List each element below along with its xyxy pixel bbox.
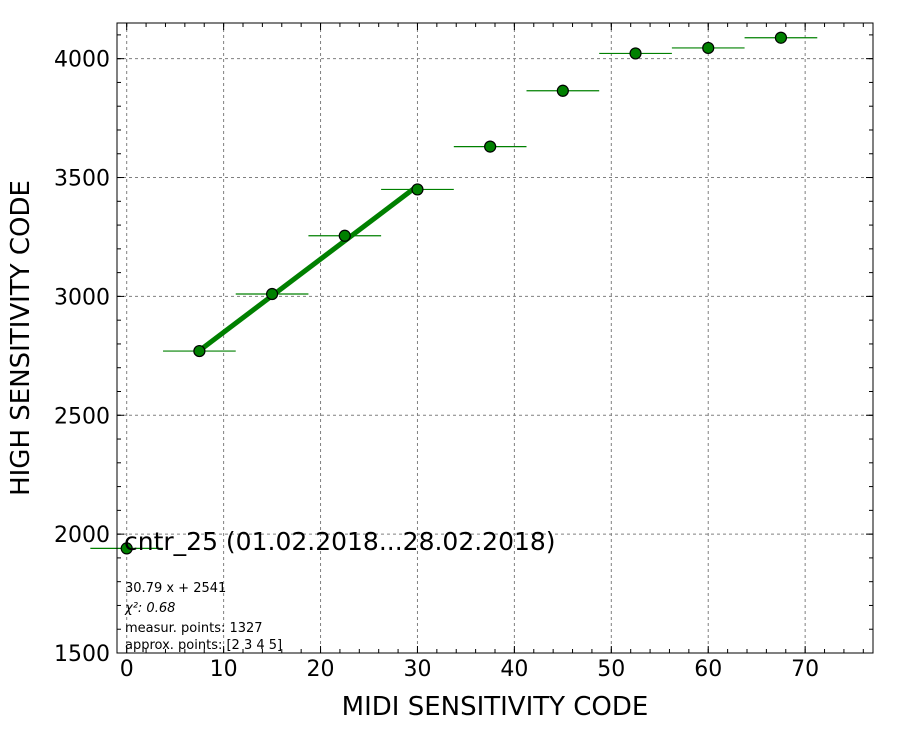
data-point <box>338 229 351 242</box>
x-tick-label: 50 <box>597 657 625 682</box>
data-point <box>411 183 424 196</box>
x-tick-label: 70 <box>791 657 819 682</box>
data-point <box>702 41 715 55</box>
y-axis-label: HIGH SENSITIVITY CODE <box>6 180 36 496</box>
annotation-chi2: χ²: 0.68 <box>124 601 175 616</box>
y-tick-label: 4000 <box>54 48 110 73</box>
error-bars <box>90 35 818 550</box>
plot-frame <box>116 22 874 654</box>
data-point <box>484 140 497 153</box>
annotation-fit-equation: 30.79 x + 2541 <box>125 581 226 596</box>
annotation-title: cntr_25 (01.02.2018...28.02.2018) <box>124 527 556 556</box>
fit-line <box>197 183 419 353</box>
x-tick-label: 0 <box>120 657 134 682</box>
x-tick-label: 10 <box>210 657 238 682</box>
y-tick-label: 3500 <box>54 167 110 192</box>
data-points <box>120 31 788 555</box>
data-point <box>556 84 569 97</box>
data-point <box>193 344 206 358</box>
y-ticks: 1500 2000 2500 3000 3500 4000 <box>54 48 873 667</box>
data-point <box>774 31 788 44</box>
y-tick-label: 1500 <box>54 642 110 667</box>
grid-lines <box>117 23 873 654</box>
fit-line-group <box>197 183 419 353</box>
x-tick-label: 20 <box>307 657 335 682</box>
y-tick-label: 2500 <box>54 404 110 429</box>
data-point <box>120 542 133 555</box>
x-tick-label: 30 <box>403 657 431 682</box>
y-tick-label: 2000 <box>54 523 110 548</box>
x-tick-label: 40 <box>500 657 528 682</box>
data-point <box>265 287 279 301</box>
y-tick-label: 3000 <box>54 285 110 310</box>
data-point <box>629 47 642 60</box>
x-ticks: 0 10 20 30 40 50 60 70 <box>120 23 819 682</box>
annotation-approx-points: approx. points: [2 3 4 5] <box>125 638 282 653</box>
x-tick-label: 60 <box>694 657 722 682</box>
annotation-measured-points: measur. points: 1327 <box>125 621 263 636</box>
x-axis-label: MIDI SENSITIVITY CODE <box>342 692 649 722</box>
minor-ticks <box>117 23 873 654</box>
